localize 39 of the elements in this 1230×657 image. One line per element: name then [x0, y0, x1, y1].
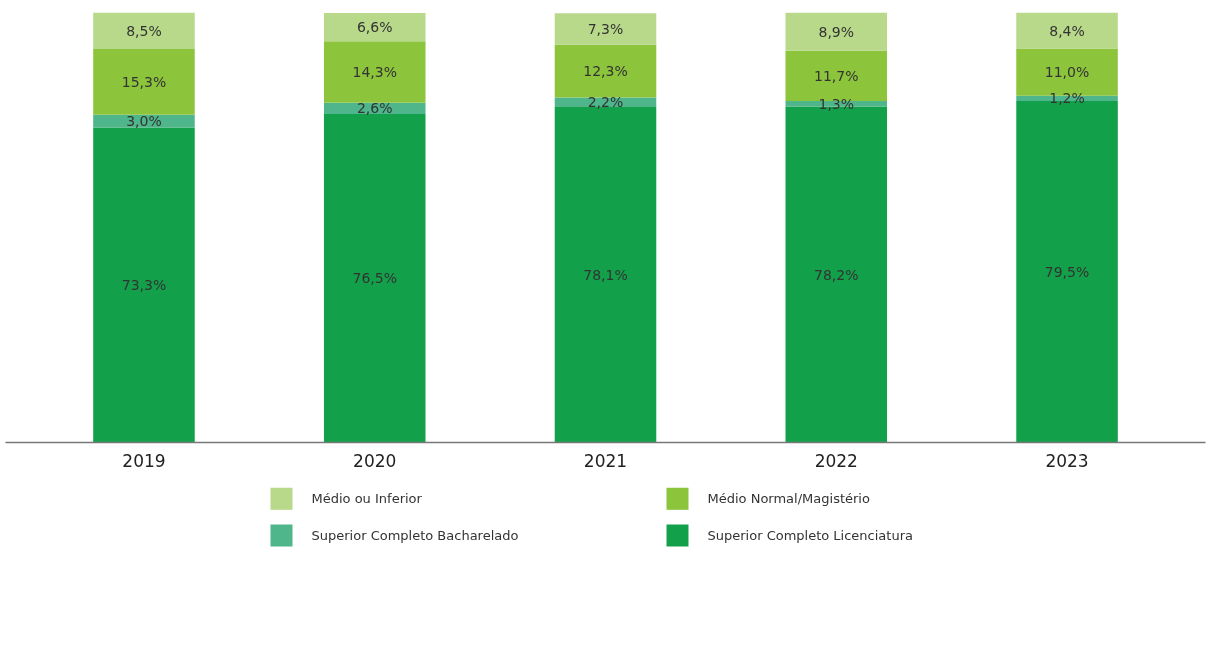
data-label: 2,2%: [587, 94, 624, 111]
data-label: 15,3%: [121, 73, 167, 90]
bar: [554, 13, 657, 45]
x-tick-label: 2023: [1045, 450, 1089, 471]
bar: [93, 127, 195, 443]
data-label: 8,9%: [818, 23, 855, 40]
legend-label: Médio Normal/Magistério: [707, 491, 870, 507]
data-label: 6,6%: [356, 19, 393, 36]
bar: [323, 12, 426, 42]
legend-label: Superior Completo Bacharelado: [311, 528, 519, 543]
data-label: 14,3%: [352, 64, 397, 80]
data-label: 78,2%: [814, 266, 859, 283]
bar: [1016, 12, 1118, 49]
bar: [323, 41, 426, 103]
data-label: 8,5%: [126, 22, 162, 39]
x-tick-label: 2022: [814, 450, 858, 471]
data-label: 76,5%: [352, 270, 397, 287]
x-tick-label: 2019: [122, 450, 166, 471]
bar: [785, 12, 888, 51]
data-label: 11,0%: [1044, 64, 1090, 81]
bar: [785, 50, 888, 101]
x-tick-label: 2021: [583, 450, 628, 471]
legend-label: Médio ou Inferior: [311, 491, 423, 507]
data-label: 8,4%: [1049, 22, 1085, 39]
data-label: 2,6%: [356, 100, 393, 117]
bar: [554, 107, 657, 443]
data-label: 11,7%: [814, 67, 859, 84]
x-tick-label: 2020: [353, 450, 397, 471]
data-label: 79,5%: [1044, 263, 1090, 280]
data-label: 3,0%: [126, 113, 162, 130]
bar: [554, 44, 657, 98]
bar: [93, 12, 195, 50]
data-label: 78,1%: [583, 266, 628, 283]
data-label: 7,3%: [587, 21, 624, 38]
bar: [323, 113, 426, 443]
bar: [93, 49, 195, 115]
legend-label: Superior Completo Licenciatura: [707, 528, 913, 543]
data-label: 73,3%: [121, 277, 167, 294]
data-label: 12,3%: [583, 63, 628, 80]
